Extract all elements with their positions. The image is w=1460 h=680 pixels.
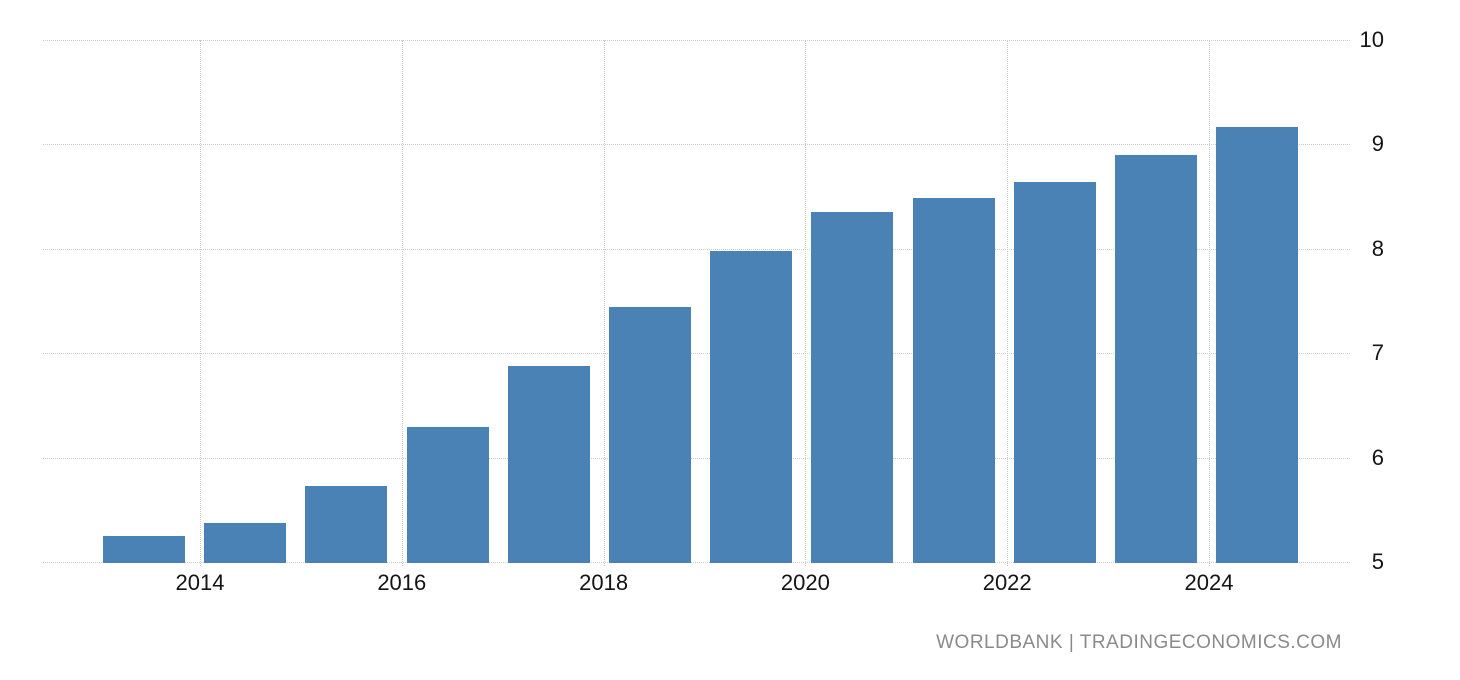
y-axis-label-9: 9 — [1371, 131, 1384, 157]
bar-2023[interactable] — [1115, 154, 1197, 563]
x-gridline-2020 — [805, 40, 807, 566]
x-gridline-2024 — [1209, 40, 1210, 566]
x-axis-label-2014: 2014 — [175, 570, 225, 595]
x-axis-label-2020: 2020 — [780, 570, 830, 595]
x-axis-label-2016: 2016 — [377, 570, 427, 595]
bar-2017[interactable] — [507, 365, 590, 563]
y-gridline-7 — [43, 353, 1350, 355]
y-axis-label-7: 7 — [1371, 340, 1384, 366]
bar-2024[interactable] — [1216, 126, 1299, 563]
y-axis-label-8: 8 — [1371, 235, 1384, 261]
bar-2016[interactable] — [406, 427, 489, 563]
y-gridline-6 — [43, 457, 1350, 459]
y-gridline-9 — [43, 144, 1350, 146]
bar-2019[interactable] — [710, 250, 793, 563]
x-gridline-2018 — [603, 40, 605, 566]
y-axis-label-5: 5 — [1371, 549, 1384, 574]
x-axis-label-2024: 2024 — [1184, 570, 1234, 595]
x-gridline-2022 — [1007, 40, 1009, 566]
x-gridline-2016 — [401, 40, 403, 566]
bar-2021[interactable] — [912, 197, 995, 563]
bar-2014[interactable] — [204, 523, 287, 563]
bar-2020[interactable] — [811, 212, 894, 563]
y-axis-label-10: 10 — [1359, 27, 1384, 52]
bar-2022[interactable] — [1013, 181, 1096, 563]
y-gridline-8 — [43, 248, 1350, 250]
bar-2013[interactable] — [103, 535, 185, 563]
x-axis-label-2022: 2022 — [982, 570, 1032, 595]
bar-2015[interactable] — [305, 485, 388, 563]
chart-attribution: WORLDBANK | TRADINGECONOMICS.COM — [936, 632, 1342, 653]
y-gridline-5 — [43, 562, 1350, 563]
x-gridline-2014 — [200, 40, 201, 566]
bar-2018[interactable] — [609, 307, 691, 563]
x-axis-label-2018: 2018 — [579, 570, 629, 595]
y-axis-label-6: 6 — [1371, 444, 1384, 470]
y-gridline-10 — [43, 40, 1350, 41]
